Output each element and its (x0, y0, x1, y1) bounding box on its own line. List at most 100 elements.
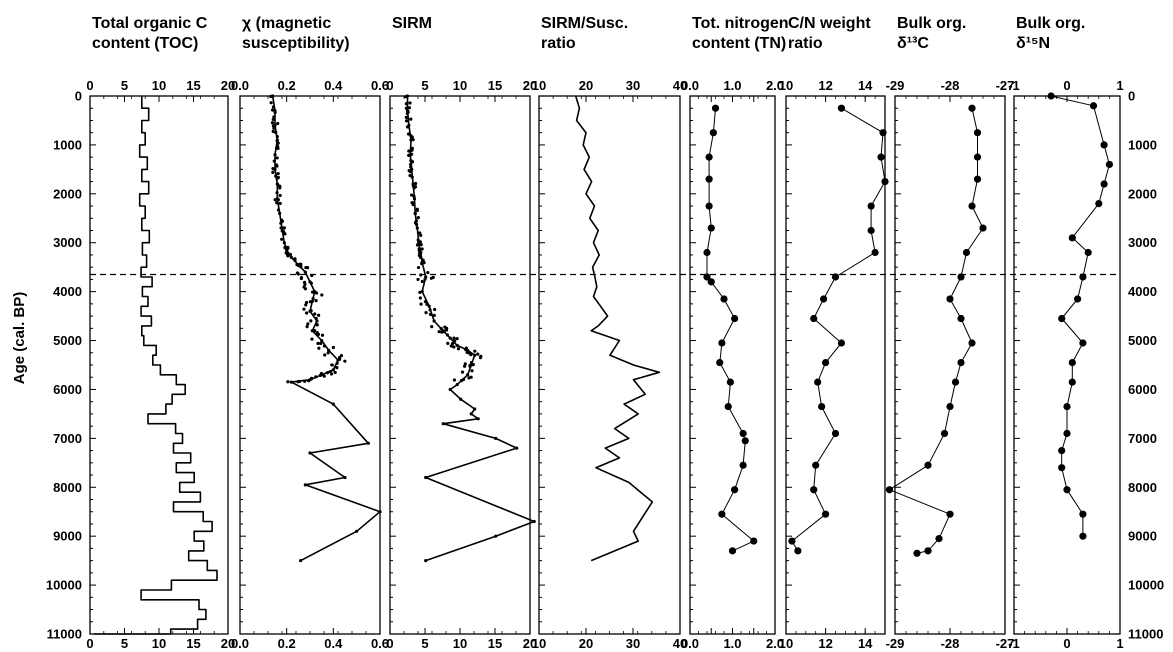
data-point (716, 358, 724, 367)
age-tick-label: 6000 (1128, 382, 1157, 397)
data-point (315, 319, 319, 323)
data-point (705, 153, 713, 161)
data-point (322, 344, 327, 348)
data-point (309, 319, 313, 323)
x-tick-label-bottom: 0 (386, 636, 393, 651)
data-point (296, 272, 300, 276)
data-point (320, 338, 324, 343)
data-point (973, 175, 982, 183)
x-tick-label-bottom: 20 (523, 636, 537, 651)
data-point (276, 208, 281, 212)
data-point (320, 333, 325, 337)
data-point (329, 372, 334, 376)
data-point (275, 139, 279, 143)
data-point (416, 216, 420, 220)
data-point (837, 339, 846, 347)
data-point (867, 226, 875, 235)
data-point (946, 295, 954, 303)
x-tick-label-top: 40 (673, 78, 687, 93)
data-point (404, 102, 408, 106)
data-point (731, 486, 739, 494)
x-tick-label-bottom: 0.0 (231, 636, 249, 651)
data-point (410, 175, 414, 179)
data-point (822, 510, 830, 518)
data-point (973, 129, 982, 137)
age-tick-label: 0 (75, 89, 82, 104)
x-tick-label-top: 14 (858, 78, 873, 93)
data-point (463, 362, 467, 366)
data-point (420, 279, 424, 284)
data-point (311, 297, 315, 301)
data-point (273, 110, 277, 114)
panel-title-line: C/N weight (788, 15, 871, 32)
data-point (308, 451, 312, 455)
data-point (427, 304, 431, 308)
age-tick-label: 6000 (53, 382, 82, 397)
data-point (1063, 429, 1071, 438)
data-point (331, 345, 335, 350)
data-point (812, 461, 820, 469)
data-point (1058, 464, 1066, 472)
data-point (272, 159, 276, 163)
data-point (272, 126, 276, 130)
data-point (423, 277, 427, 281)
data-point (270, 121, 275, 125)
data-point (946, 510, 954, 518)
data-point (456, 347, 461, 351)
data-point (831, 273, 840, 281)
data-point (411, 201, 415, 205)
panel-title-line: content (TOC) (92, 35, 198, 52)
data-point (276, 175, 280, 180)
x-tick-label-bottom: -27 (996, 636, 1015, 651)
data-point (728, 547, 737, 555)
x-tick-label-bottom: 1 (1116, 636, 1123, 651)
x-tick-label-bottom: 5 (121, 636, 128, 651)
series-line (406, 96, 536, 562)
data-point (741, 437, 749, 445)
data-point (445, 333, 450, 337)
data-point (1058, 314, 1066, 323)
age-tick-label: 5000 (1128, 333, 1157, 348)
panel-title-line: SIRM (392, 15, 432, 32)
data-point (1100, 141, 1108, 149)
data-point (788, 537, 796, 545)
data-point (459, 378, 464, 383)
data-point (403, 95, 408, 99)
data-point (310, 337, 314, 341)
data-point (316, 341, 320, 346)
series-line (706, 108, 755, 552)
data-point (1095, 200, 1103, 208)
data-point (877, 153, 885, 161)
data-point (419, 243, 423, 247)
data-point (271, 105, 276, 109)
data-point (466, 373, 470, 377)
data-point (275, 144, 280, 148)
data-point (309, 309, 313, 313)
data-point (532, 519, 536, 524)
data-point (317, 313, 321, 317)
x-tick-label-bottom: 12 (818, 636, 832, 651)
age-tick-label: 3000 (53, 235, 82, 250)
data-point (709, 129, 717, 137)
panel-title-line: susceptibility) (242, 35, 350, 52)
data-point (455, 382, 459, 387)
data-point (439, 326, 443, 331)
data-point (1068, 378, 1076, 386)
data-point (315, 323, 319, 327)
data-point (820, 295, 828, 303)
data-point (703, 273, 711, 281)
data-point (302, 280, 307, 284)
data-point (355, 529, 359, 533)
x-tick-label-bottom: -29 (886, 636, 905, 651)
data-point (968, 104, 976, 112)
data-point (1063, 402, 1071, 411)
data-point (289, 255, 293, 259)
x-tick-label-top: 20 (221, 78, 235, 93)
data-point (303, 379, 307, 383)
data-point (419, 233, 423, 237)
data-point (304, 300, 309, 305)
data-point (331, 402, 335, 406)
data-point (404, 115, 408, 119)
data-point (271, 117, 275, 122)
